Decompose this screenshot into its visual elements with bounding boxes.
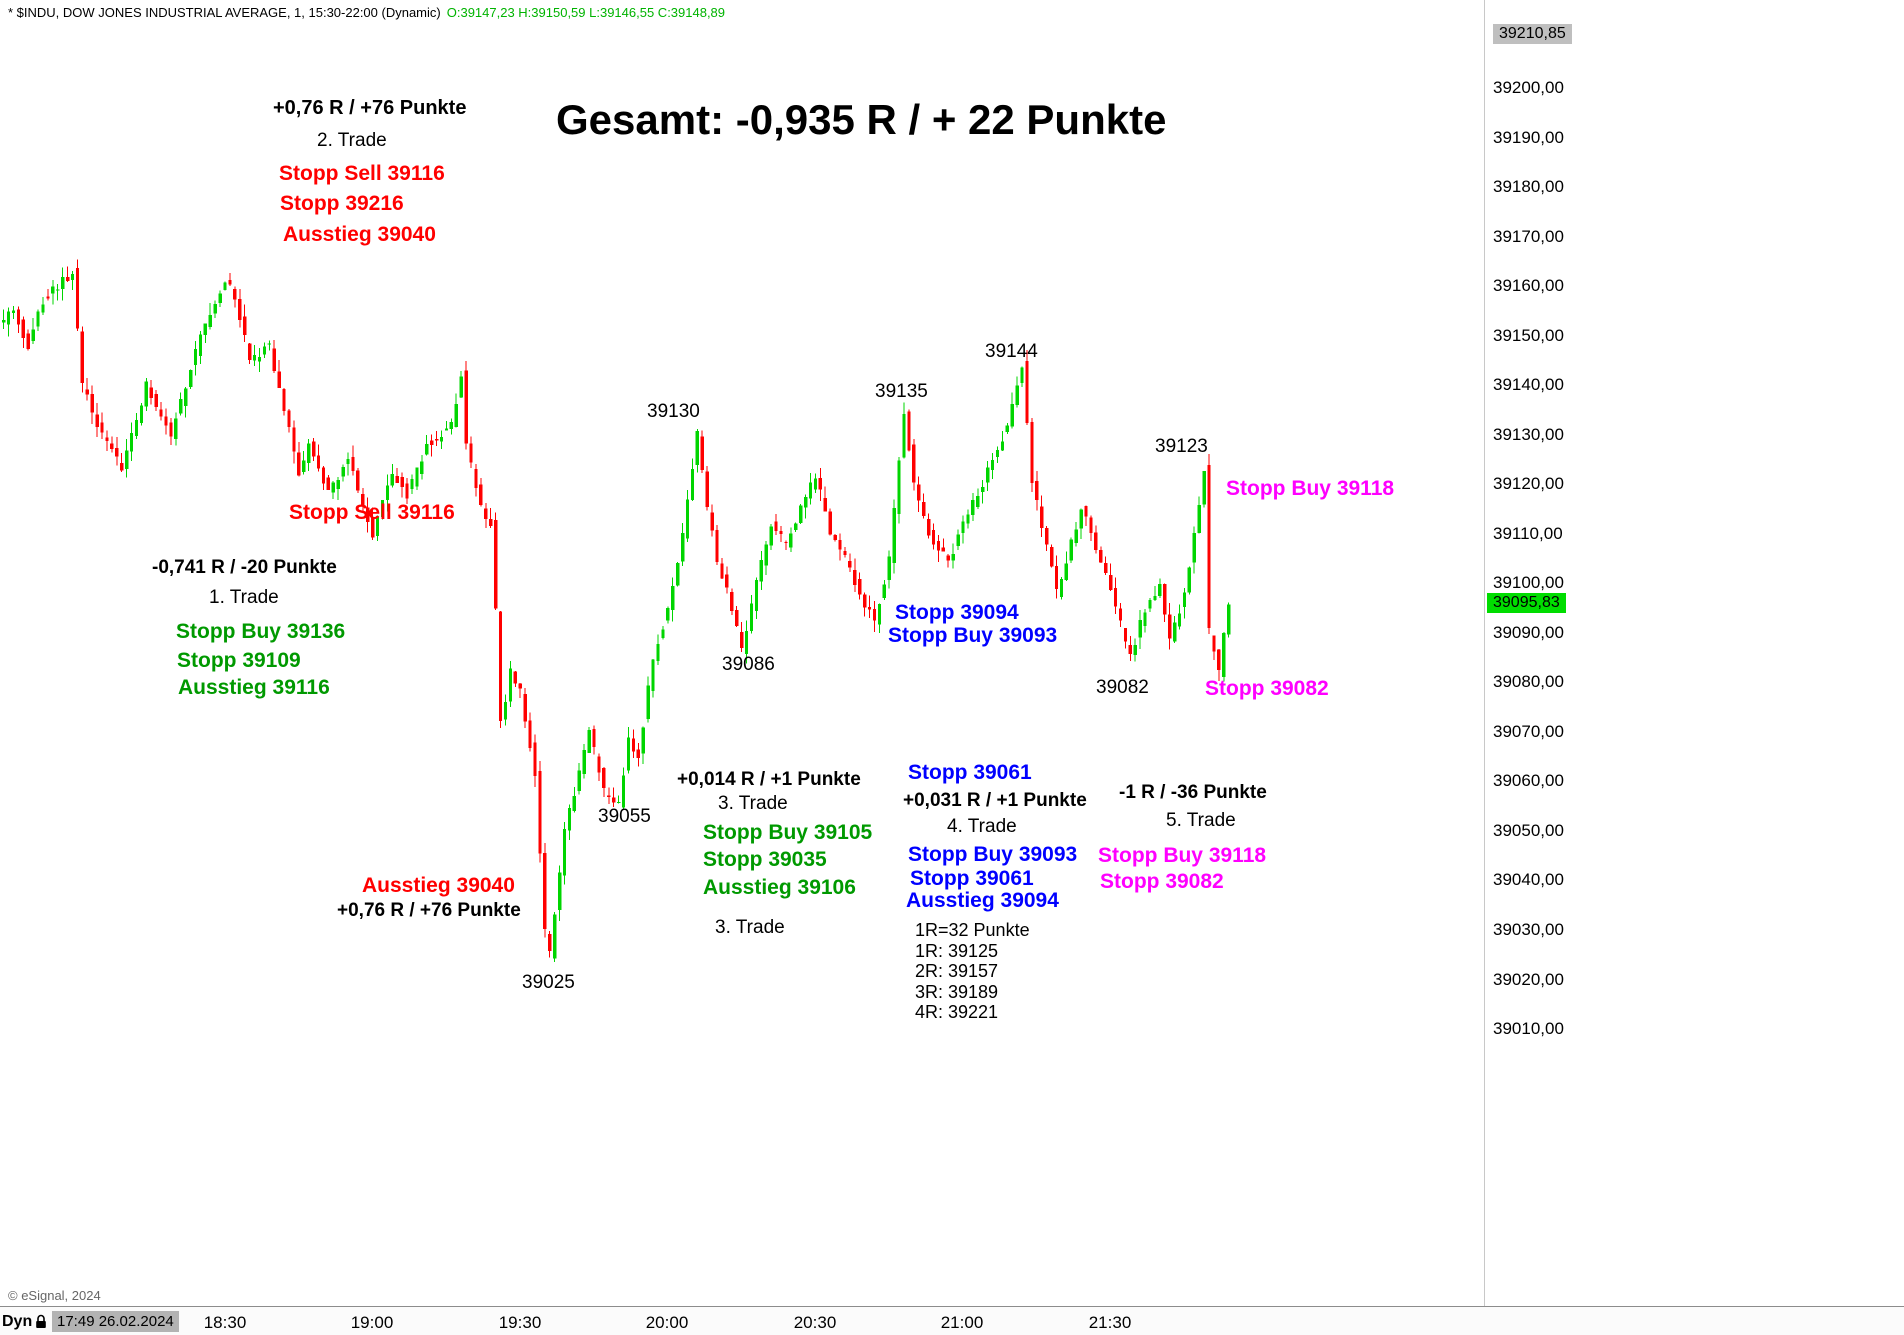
price-tick-label: 39110,00	[1493, 523, 1563, 543]
time-tick-label: 21:30	[1088, 1313, 1132, 1332]
price-tick-label: 39160,00	[1493, 276, 1564, 296]
price-tick-label: 39200,00	[1493, 78, 1564, 97]
time-tick-label: 20:30	[793, 1313, 837, 1332]
price-tick-label: 39180,00	[1493, 177, 1564, 197]
price-marker-badge: 39210,85	[1493, 24, 1572, 45]
price-tick-label: 39060,00	[1493, 771, 1564, 791]
price-tick-label: 39190,00	[1493, 127, 1564, 147]
price-tick-label: 39100,00	[1493, 573, 1564, 593]
price-tick-label: 39080,00	[1493, 672, 1564, 692]
symbol-title: * $INDU, DOW JONES INDUSTRIAL AVERAGE, 1…	[8, 5, 441, 20]
price-axis[interactable]: 39200,00 39190,00 39180,00 39170,00 39160,00…	[1484, 0, 1904, 1306]
time-tick-label: 19:30	[498, 1313, 542, 1332]
time-tick-label: 18:30	[203, 1313, 247, 1332]
chart-plot-area[interactable]: Gesamt: -0,935 R / + 22 Punkte +0,76 R / …	[0, 0, 1484, 1306]
time-axis[interactable]: Dyn 17:49 26.02.2024 18:30 19:00 19:30 20:0…	[0, 1306, 1904, 1335]
dynamic-scale-label: Dyn	[2, 1313, 33, 1330]
chart-title-bar: * $INDU, DOW JONES INDUSTRIAL AVERAGE, 1…	[0, 0, 1480, 24]
price-tick-label: 39050,00	[1493, 820, 1564, 840]
price-tick-label: 39020,00	[1493, 969, 1564, 989]
price-tick-label: 39120,00	[1493, 474, 1564, 494]
price-tick-label: 39010,00	[1493, 1019, 1564, 1039]
price-tick-label: 39070,00	[1493, 721, 1564, 741]
copyright-label: © eSignal, 2024	[8, 1288, 101, 1303]
price-tick-label: 39170,00	[1493, 226, 1564, 246]
price-tick-label: 39140,00	[1493, 375, 1564, 395]
lock-icon[interactable]	[34, 1313, 48, 1335]
time-tick-label: 19:00	[350, 1313, 394, 1332]
price-tick-label: 39130,00	[1493, 424, 1564, 444]
price-tick-label: 39090,00	[1493, 622, 1564, 642]
last-price-badge: 39095,83	[1487, 592, 1566, 613]
cursor-timestamp: 17:49 26.02.2024	[52, 1311, 179, 1332]
price-tick-label: 39030,00	[1493, 920, 1564, 939]
candlestick-series	[2, 259, 1231, 963]
price-tick-label: 39040,00	[1493, 870, 1564, 890]
time-tick-label: 20:00	[645, 1313, 689, 1332]
time-tick-label: 21:00	[940, 1313, 984, 1332]
price-tick-label: 39150,00	[1493, 325, 1564, 345]
ohlc-readout: O:39147,23 H:39150,59 L:39146,55 C:39148…	[446, 5, 726, 20]
